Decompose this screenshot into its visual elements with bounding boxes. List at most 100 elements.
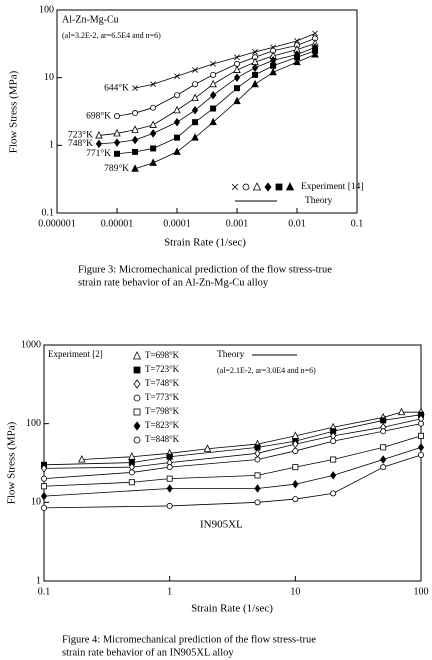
data-point xyxy=(292,479,299,489)
x-tick-label: 0.001 xyxy=(226,218,249,229)
data-point xyxy=(233,73,241,82)
data-point xyxy=(192,67,198,73)
data-point xyxy=(131,164,139,172)
data-point xyxy=(254,449,261,458)
data-point xyxy=(330,438,337,445)
theory-line xyxy=(43,414,422,466)
data-point xyxy=(113,138,121,147)
x-tick-label: 1 xyxy=(167,586,172,597)
theory-line xyxy=(43,418,422,469)
legend-marker xyxy=(133,366,141,374)
y-tick-label: 1 xyxy=(36,575,41,586)
legend-label: T=848°K xyxy=(145,434,180,444)
data-point xyxy=(128,452,136,460)
data-point xyxy=(210,60,217,67)
theory-line xyxy=(98,47,316,145)
series-label: 789°K xyxy=(104,163,129,174)
data-point xyxy=(173,105,181,114)
x-tick-label: 0.0001 xyxy=(163,218,191,229)
legend-label: T=723°K xyxy=(145,364,180,374)
x-axis-label: Strain Rate (1/sec) xyxy=(191,603,273,615)
y-tick-label: 0.1 xyxy=(42,207,55,218)
data-point xyxy=(311,50,319,58)
data-point xyxy=(293,57,301,66)
legend-marker xyxy=(133,408,141,416)
data-point xyxy=(233,85,240,92)
data-point xyxy=(191,133,199,141)
data-point xyxy=(191,105,199,115)
data-point xyxy=(330,456,337,463)
data-point xyxy=(209,79,217,88)
x-tick-label: 0.1 xyxy=(351,218,364,229)
data-point xyxy=(166,475,173,482)
data-point xyxy=(173,147,181,155)
data-point xyxy=(150,104,157,111)
data-point xyxy=(254,456,261,463)
data-point xyxy=(191,93,199,102)
data-point xyxy=(95,139,103,149)
data-point xyxy=(380,455,387,464)
annotation: IN905XL xyxy=(200,519,243,531)
y-axis-label: Flow Stress (MPa) xyxy=(6,421,18,504)
data-point xyxy=(292,447,299,454)
y-tick-label: 10 xyxy=(31,497,41,508)
data-point xyxy=(114,150,121,157)
data-point xyxy=(113,128,121,137)
data-point xyxy=(312,30,318,37)
series-label: 723°K xyxy=(68,130,93,141)
y-tick-label: 1000 xyxy=(21,339,41,350)
figure-caption: strain rate behavior of an Al-Zn-Mg-Cu a… xyxy=(78,277,269,288)
data-point xyxy=(251,79,259,88)
data-point xyxy=(41,483,48,490)
theory-line xyxy=(134,54,316,170)
data-point xyxy=(132,85,138,92)
data-point xyxy=(330,471,337,480)
data-point xyxy=(132,110,139,117)
figure-caption: strain rate behavior of an IN905XL alloy xyxy=(62,647,234,658)
data-point xyxy=(330,490,337,497)
legend-marker xyxy=(242,183,250,191)
data-point xyxy=(417,451,424,458)
data-point xyxy=(40,464,48,473)
data-point xyxy=(40,491,48,501)
data-point xyxy=(380,428,387,435)
annotation: Al-Zn-Mg-Cu xyxy=(62,14,119,25)
data-point xyxy=(166,464,173,471)
data-point xyxy=(174,73,180,80)
data-point xyxy=(233,96,241,105)
x-tick-label: 0.000001 xyxy=(38,218,76,229)
data-point xyxy=(192,81,199,88)
theory-line xyxy=(134,33,316,89)
legend-marker xyxy=(285,182,295,191)
data-point xyxy=(128,479,135,486)
data-point xyxy=(254,484,261,493)
data-point xyxy=(41,504,48,511)
series-label: 748°K xyxy=(68,138,93,149)
data-point xyxy=(149,158,157,166)
data-point xyxy=(150,145,157,152)
legend-marker xyxy=(133,394,141,402)
legend-label: Experiment [2] xyxy=(48,349,103,359)
legend-label: Theory xyxy=(217,350,245,360)
data-point xyxy=(252,71,259,78)
x-tick-label: 0.00001 xyxy=(101,218,134,229)
legend-marker xyxy=(133,421,141,431)
data-point xyxy=(254,472,261,479)
data-point xyxy=(233,65,241,73)
data-point xyxy=(251,63,259,73)
data-point xyxy=(192,119,199,126)
legend-marker xyxy=(132,351,142,360)
legend-marker xyxy=(252,182,262,191)
data-point xyxy=(78,455,86,463)
theory-line xyxy=(43,454,422,509)
legend-label: T=698°K xyxy=(145,350,180,360)
data-point xyxy=(270,62,277,69)
annotation: (al=2.1E-2, ar=3.0E4 and n=6) xyxy=(217,366,316,375)
theory-line xyxy=(43,435,422,487)
data-point xyxy=(166,502,173,509)
annotation: (al=3.2E-2, ar=6.5E4 and n=6) xyxy=(62,31,161,40)
legend-marker xyxy=(231,183,239,191)
data-point xyxy=(210,71,217,78)
data-point xyxy=(417,420,424,427)
